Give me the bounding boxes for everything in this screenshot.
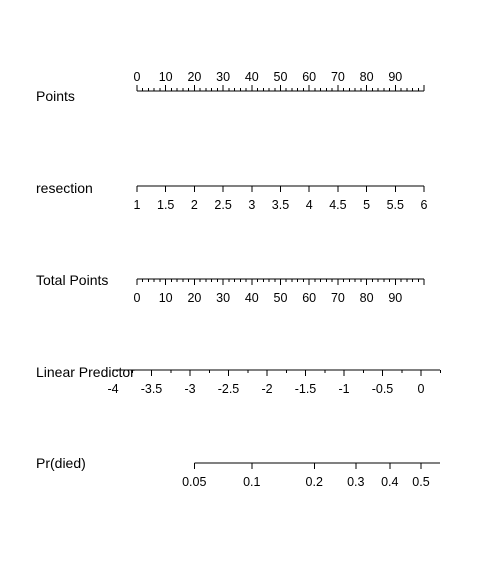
row-label-points: Points <box>36 88 75 104</box>
tick-label-resection: 5.5 <box>387 198 404 212</box>
tick-label-points: 40 <box>245 70 259 84</box>
row-label-resection: resection <box>36 180 93 196</box>
tick-label-points: 80 <box>360 70 374 84</box>
row-label-total-points: Total Points <box>36 272 108 288</box>
tick-label-total-points: 30 <box>216 291 230 305</box>
tick-label-linear-predictor: -3.5 <box>141 382 163 396</box>
tick-label-points: 0 <box>134 70 141 84</box>
tick-label-resection: 2 <box>191 198 198 212</box>
tick-label-linear-predictor: -4 <box>107 382 118 396</box>
tick-label-resection: 1.5 <box>157 198 174 212</box>
tick-label-resection: 3 <box>248 198 255 212</box>
row-label-pr-died: Pr(died) <box>36 455 86 471</box>
tick-label-linear-predictor: -0.5 <box>372 382 394 396</box>
tick-label-linear-predictor: -2.5 <box>218 382 240 396</box>
tick-label-points: 50 <box>274 70 288 84</box>
tick-label-resection: 4.5 <box>329 198 346 212</box>
tick-label-total-points: 20 <box>187 291 201 305</box>
tick-label-total-points: 10 <box>159 291 173 305</box>
tick-label-linear-predictor: -1.5 <box>295 382 317 396</box>
tick-label-total-points: 70 <box>331 291 345 305</box>
tick-label-points: 30 <box>216 70 230 84</box>
tick-label-pr-died: 0.2 <box>306 475 323 489</box>
tick-label-resection: 1 <box>134 198 141 212</box>
tick-label-points: 90 <box>388 70 402 84</box>
tick-label-pr-died: 0.05 <box>182 475 206 489</box>
tick-label-linear-predictor: -1 <box>338 382 349 396</box>
tick-label-resection: 3.5 <box>272 198 289 212</box>
tick-label-total-points: 90 <box>388 291 402 305</box>
tick-label-total-points: 50 <box>274 291 288 305</box>
tick-label-pr-died: 0.3 <box>347 475 364 489</box>
tick-label-linear-predictor: -2 <box>261 382 272 396</box>
tick-label-total-points: 60 <box>302 291 316 305</box>
tick-label-points: 60 <box>302 70 316 84</box>
tick-label-linear-predictor: -3 <box>184 382 195 396</box>
tick-label-pr-died: 0.4 <box>381 475 398 489</box>
tick-label-total-points: 80 <box>360 291 374 305</box>
tick-label-points: 20 <box>187 70 201 84</box>
tick-label-linear-predictor: 0 <box>418 382 425 396</box>
tick-label-resection: 5 <box>363 198 370 212</box>
tick-label-resection: 6 <box>421 198 428 212</box>
tick-label-pr-died: 0.5 <box>412 475 429 489</box>
tick-label-points: 10 <box>159 70 173 84</box>
tick-label-total-points: 40 <box>245 291 259 305</box>
row-label-linear-predictor: Linear Predictor <box>36 364 135 380</box>
tick-label-points: 70 <box>331 70 345 84</box>
tick-label-resection: 2.5 <box>214 198 231 212</box>
tick-label-pr-died: 0.1 <box>243 475 260 489</box>
tick-label-total-points: 0 <box>134 291 141 305</box>
tick-label-resection: 4 <box>306 198 313 212</box>
